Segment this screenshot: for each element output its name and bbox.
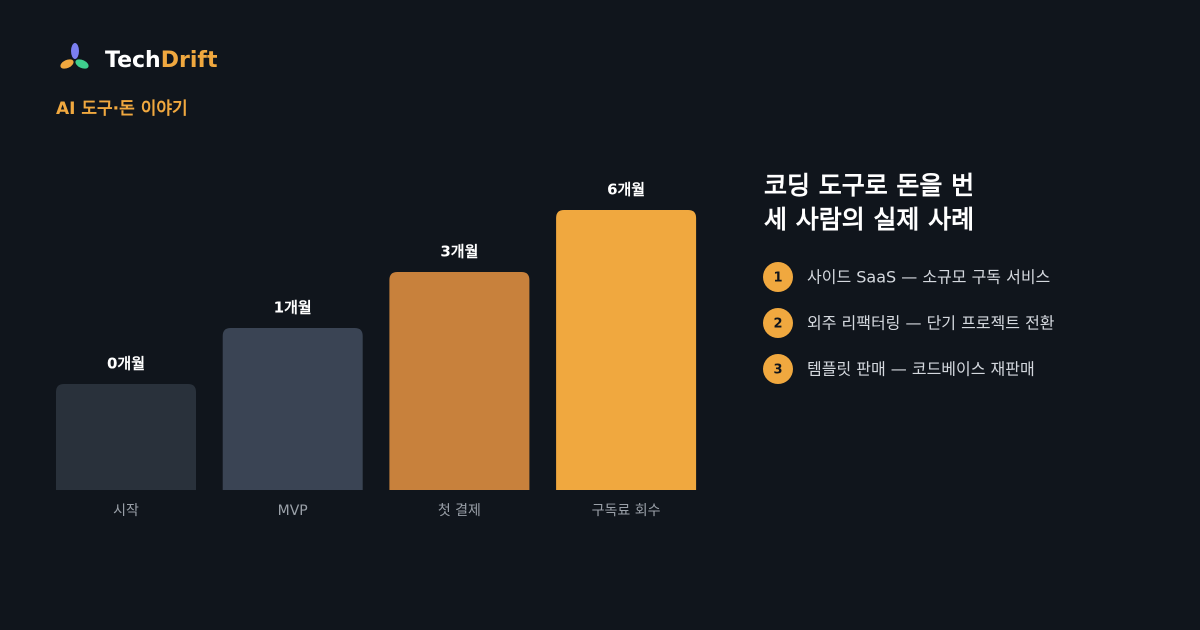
step-name: 시작 (113, 503, 139, 519)
case-badge (763, 354, 793, 384)
step-bar (56, 384, 196, 490)
case-text: 템플릿 판매 — 코드베이스 재판매 (807, 360, 1035, 379)
step-label: 6개월 (607, 181, 645, 199)
tagline: AI 도구·돈 이야기 (56, 99, 188, 119)
step-name: 구독료 회수 (592, 503, 661, 519)
logo-petal (60, 59, 74, 69)
heading-line: 세 사람의 실제 사례 (764, 205, 974, 234)
case-number: 2 (773, 317, 782, 332)
step-bar (222, 328, 363, 490)
logo-icon (60, 43, 89, 69)
brand-second: Drift (161, 48, 218, 73)
case-badge (763, 308, 793, 338)
case-number: 3 (773, 363, 782, 378)
step-bar (389, 272, 530, 490)
case-badge (763, 262, 793, 292)
step-name: 첫 결제 (438, 503, 481, 519)
step-name: MVP (278, 503, 308, 519)
step-label: 3개월 (440, 243, 478, 261)
cases: 1 사이드 SaaS — 소규모 구독 서비스 2 외주 리팩터링 — 단기 프로젝트… (763, 262, 1055, 384)
logo-petal (71, 43, 79, 59)
logo-petal (75, 59, 89, 69)
brand-name: TechDrift (105, 48, 218, 73)
step-label: 0개월 (107, 355, 145, 373)
heading-line: 코딩 도구로 돈을 번 (764, 171, 974, 200)
step-label: 1개월 (274, 299, 312, 317)
step-bar (556, 210, 697, 490)
case-number: 1 (773, 271, 782, 286)
case-text: 사이드 SaaS — 소규모 구독 서비스 (807, 268, 1050, 287)
case-text: 외주 리팩터링 — 단기 프로젝트 전환 (807, 314, 1055, 333)
brand-first: Tech (105, 48, 161, 73)
